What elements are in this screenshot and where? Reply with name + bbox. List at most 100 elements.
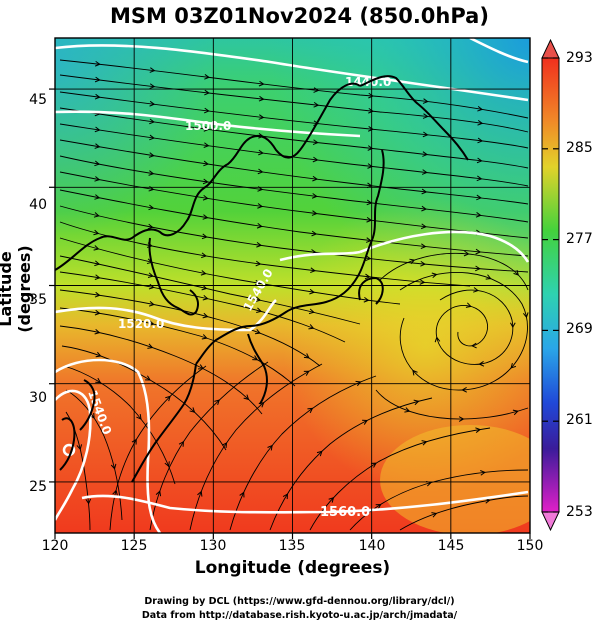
- streamline-arrowhead: [422, 113, 429, 119]
- streamline-arrowhead: [282, 493, 289, 500]
- chart-title: MSM 03Z01Nov2024 (850.0hPa): [110, 4, 489, 28]
- streamline-arrowhead: [475, 265, 481, 272]
- streamline-arrowhead: [256, 307, 263, 314]
- streamline-arrowhead: [413, 399, 420, 406]
- streamline-arrowhead: [312, 156, 319, 163]
- streamline-arrowhead: [214, 399, 220, 406]
- streamline-arrowhead: [258, 149, 264, 156]
- streamline-arrowhead: [94, 176, 101, 182]
- streamline-arrowhead: [148, 152, 155, 158]
- streamline-arrowhead: [258, 80, 265, 87]
- streamline-arrowhead: [311, 230, 318, 237]
- streamline-arrowhead: [303, 370, 310, 376]
- streamline-arrowhead: [366, 216, 373, 223]
- streamline-arrowhead: [94, 60, 101, 67]
- streamline-arrowhead: [421, 440, 428, 446]
- streamline-arrowhead: [147, 343, 154, 349]
- streamline-arrowhead: [485, 274, 492, 280]
- colorbar-label: 253: [566, 504, 593, 520]
- streamline-arrowhead: [202, 312, 209, 319]
- streamline-arrowhead: [131, 438, 137, 445]
- streamline-arrowhead: [316, 450, 323, 457]
- streamline-arrowhead: [94, 291, 101, 298]
- streamline-arrowhead: [513, 269, 519, 276]
- lat-tick-label: 25: [29, 479, 47, 495]
- streamline-arrowhead: [257, 203, 264, 209]
- streamline-arrowhead: [198, 364, 204, 370]
- streamline-arrowhead: [165, 395, 171, 402]
- streamline-arrowhead: [419, 279, 426, 285]
- streamline-arrowhead: [94, 93, 101, 100]
- streamline-arrowhead: [476, 175, 483, 182]
- streamline-arrowhead: [412, 369, 418, 376]
- streamline-arrowhead: [189, 407, 196, 413]
- streamline-arrowhead: [201, 334, 208, 340]
- streamline-arrowhead: [93, 245, 100, 251]
- streamline-arrowhead: [434, 336, 441, 343]
- streamline-arrowhead: [421, 188, 428, 195]
- lon-tick-label: 120: [42, 538, 69, 554]
- streamline-arrowhead: [307, 407, 314, 414]
- streamline-arrowhead: [112, 489, 118, 496]
- streamline-arrowhead: [201, 252, 207, 259]
- streamline-arrowhead: [200, 270, 207, 276]
- streamline-arrowhead: [367, 145, 374, 151]
- streamline-arrowhead: [243, 394, 250, 401]
- streamline-arrowhead: [420, 223, 427, 230]
- streamline-arrowhead: [303, 353, 310, 359]
- streamline-arrowhead: [221, 442, 228, 448]
- streamline-arrowhead: [364, 273, 371, 280]
- streamline-arrowhead: [94, 143, 101, 149]
- streamline-arrowhead: [465, 302, 472, 308]
- colorbar-label: 293: [566, 50, 593, 66]
- streamline-arrowhead: [310, 267, 316, 274]
- streamline-arrowhead: [254, 328, 261, 335]
- streamline-arrowhead: [94, 274, 101, 280]
- lon-tick-label: 145: [438, 538, 465, 554]
- streamline-arrowhead: [148, 320, 155, 326]
- streamline-arrowhead: [404, 407, 411, 413]
- colorbar-bottom-arrow: [541, 511, 560, 532]
- contour-label: 1560.0: [320, 505, 370, 520]
- streamline-arrowhead: [149, 100, 156, 107]
- streamline-arrowhead: [255, 260, 262, 267]
- streamline-arrowhead: [94, 309, 101, 316]
- streamline-arrowhead: [178, 440, 184, 447]
- streamline-arrowhead: [252, 355, 259, 361]
- streamline-arrowhead: [368, 107, 374, 114]
- streamline-arrowhead: [204, 89, 210, 96]
- streamline-arrowhead: [311, 210, 318, 216]
- lon-tick-label: 135: [279, 538, 306, 554]
- streamline-arrowhead: [94, 328, 101, 335]
- streamline-arrowhead: [473, 287, 479, 293]
- axis-ticks: [49, 88, 531, 539]
- streamline-arrowhead: [509, 322, 516, 329]
- streamline-arrowhead: [145, 375, 151, 381]
- streamline-arrowhead: [365, 255, 372, 262]
- streamline-arrowhead: [371, 462, 377, 468]
- streamline-arrowhead: [480, 470, 486, 476]
- temperature-field: [55, 38, 530, 533]
- streamline-arrowhead: [422, 151, 429, 157]
- streamline-arrowhead: [204, 74, 211, 80]
- lon-tick-label: 150: [517, 538, 544, 554]
- streamline-arrows: [76, 60, 529, 518]
- streamline-arrowhead: [149, 67, 156, 73]
- streamline-arrowhead: [309, 288, 316, 295]
- streamline-arrowhead: [201, 284, 208, 291]
- streamline-arrowhead: [311, 193, 318, 199]
- streamline-arrowhead: [202, 214, 209, 220]
- streamline-arrowhead: [239, 491, 245, 498]
- streamline-arrowhead: [110, 463, 117, 470]
- colorbar: 293 285 277 269 261 253: [541, 38, 593, 532]
- x-axis-label: Longitude (degrees): [194, 558, 391, 578]
- streamline-arrowhead: [421, 205, 428, 212]
- streamline-arrowhead: [258, 114, 265, 120]
- streamline-arrowhead: [148, 170, 155, 176]
- streamline-arrowhead: [203, 142, 210, 148]
- streamline-arrowhead: [463, 250, 470, 257]
- streamline-arrowhead: [475, 212, 482, 218]
- streamline-arrowhead: [94, 160, 101, 167]
- contour-label: 1500.0: [185, 119, 231, 133]
- streamline-arrowhead: [197, 490, 203, 497]
